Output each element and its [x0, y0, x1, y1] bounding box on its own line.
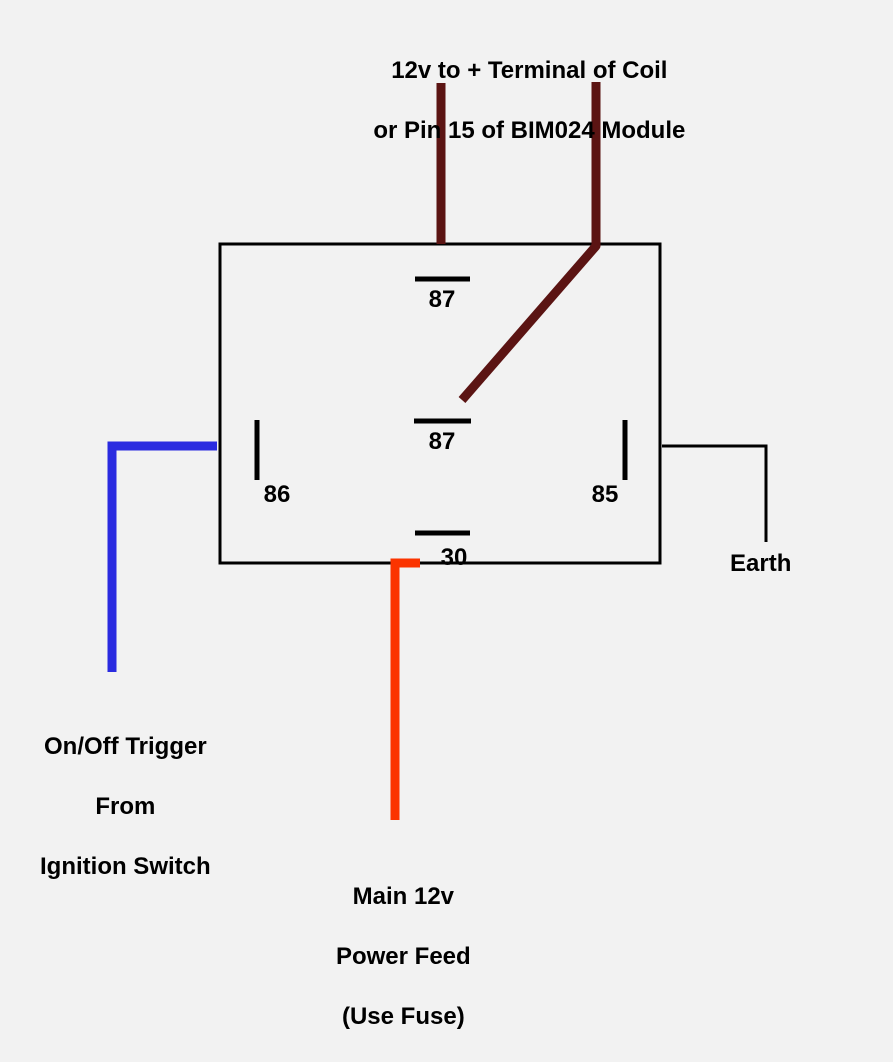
label-bottom: Main 12v Power Feed (Use Fuse) [280, 852, 500, 1062]
pin-86-label: 86 [257, 481, 297, 509]
label-bottom-line3: (Use Fuse) [342, 1003, 465, 1030]
label-left-line1: On/Off Trigger [44, 733, 207, 760]
wire-right-earth [662, 446, 766, 542]
label-top-line2: or Pin 15 of BIM024 Module [373, 117, 685, 144]
label-left: On/Off Trigger From Ignition Switch [2, 702, 222, 912]
label-earth: Earth [730, 550, 850, 578]
label-bottom-line2: Power Feed [336, 943, 471, 970]
pin-30-label: 30 [434, 544, 474, 572]
label-top: 12v to + Terminal of Coil or Pin 15 of B… [316, 26, 716, 176]
pin-85-label: 85 [585, 481, 625, 509]
label-left-line2: From [95, 793, 155, 820]
pin-87-mid-label: 87 [422, 428, 462, 456]
wire-left-blue [112, 446, 217, 672]
label-top-line1: 12v to + Terminal of Coil [391, 57, 667, 84]
diagram-canvas: 87 87 86 85 30 12v to + Terminal of Coil… [0, 0, 893, 990]
pin-87-top-label: 87 [422, 286, 462, 314]
wire-bottom-red [395, 563, 420, 820]
label-bottom-line1: Main 12v [353, 883, 454, 910]
label-left-line3: Ignition Switch [40, 853, 211, 880]
